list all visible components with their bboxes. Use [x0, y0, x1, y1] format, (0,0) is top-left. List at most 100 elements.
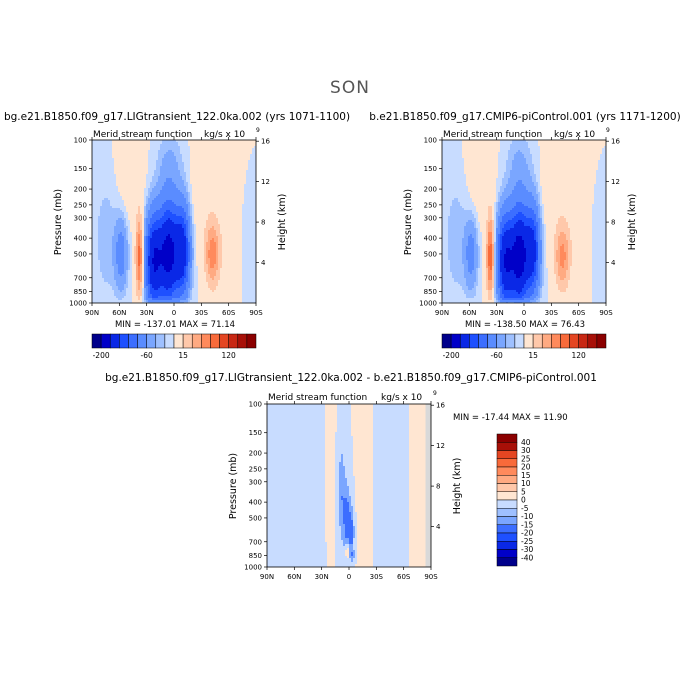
field-pixel: [248, 232, 251, 235]
field-pixel: [206, 182, 209, 185]
field-pixel: [102, 238, 105, 241]
field-pixel: [226, 178, 229, 181]
field-pixel: [96, 254, 99, 257]
field-pixel: [208, 238, 211, 241]
field-pixel: [160, 258, 163, 261]
field-pixel: [158, 214, 161, 217]
field-pixel: [150, 196, 153, 199]
field-pixel: [148, 182, 151, 185]
field-pixel: [92, 192, 95, 195]
field-pixel: [130, 184, 133, 187]
field-pixel: [228, 226, 231, 229]
field-pixel: [170, 184, 173, 187]
field-pixel: [104, 206, 107, 209]
field-pixel: [230, 236, 233, 239]
field-pixel: [112, 194, 115, 197]
field-pixel: [176, 186, 179, 189]
field-pixel: [128, 152, 131, 155]
field-pixel: [222, 196, 225, 199]
field-pixel: [238, 162, 241, 165]
field-pixel: [248, 254, 251, 257]
field-pixel: [114, 184, 117, 187]
field-pixel: [204, 222, 207, 225]
field-pixel: [238, 184, 241, 187]
field-pixel: [138, 248, 141, 251]
field-pixel: [182, 162, 185, 165]
field-pixel: [250, 170, 253, 173]
field-pixel: [164, 192, 167, 195]
field-pixel: [192, 260, 195, 263]
field-pixel: [98, 198, 101, 201]
field-pixel: [252, 190, 255, 193]
field-pixel: [98, 180, 101, 183]
field-pixel: [116, 252, 119, 255]
field-pixel: [182, 252, 185, 255]
field-pixel: [232, 160, 235, 163]
field-pixel: [102, 212, 105, 215]
field-pixel: [148, 230, 151, 233]
field-pixel: [244, 212, 247, 215]
field-pixel: [94, 232, 97, 235]
field-pixel: [232, 206, 235, 209]
field-pixel: [220, 160, 223, 163]
field-pixel: [184, 182, 187, 185]
field-pixel: [170, 250, 173, 253]
field-pixel: [238, 218, 241, 221]
field-pixel: [154, 210, 157, 213]
field-pixel: [214, 242, 217, 245]
field-pixel: [152, 172, 155, 175]
field-pixel: [202, 258, 205, 261]
field-pixel: [160, 212, 163, 215]
field-pixel: [126, 160, 129, 163]
field-pixel: [132, 260, 135, 263]
field-pixel: [204, 146, 207, 149]
field-pixel: [190, 198, 193, 201]
field-pixel: [124, 172, 127, 175]
field-pixel: [122, 180, 125, 183]
field-pixel: [170, 166, 173, 169]
field-pixel: [94, 168, 97, 171]
field-pixel: [250, 188, 253, 191]
field-pixel: [174, 162, 177, 165]
field-pixel: [174, 240, 177, 243]
field-pixel: [244, 222, 247, 225]
field-pixel: [152, 180, 155, 183]
field-pixel: [110, 144, 113, 147]
field-pixel: [134, 240, 137, 243]
field-pixel: [170, 192, 173, 195]
field-pixel: [170, 198, 173, 201]
field-pixel: [228, 246, 231, 249]
field-pixel: [174, 238, 177, 241]
field-pixel: [224, 232, 227, 235]
field-pixel: [174, 146, 177, 149]
field-pixel: [136, 152, 139, 155]
field-pixel: [232, 184, 235, 187]
field-pixel: [214, 192, 217, 195]
field-pixel: [210, 234, 213, 237]
field-pixel: [214, 238, 217, 241]
field-pixel: [192, 180, 195, 183]
field-pixel: [142, 142, 145, 145]
field-pixel: [104, 194, 107, 197]
field-pixel: [238, 240, 241, 243]
field-pixel: [146, 150, 149, 153]
field-pixel: [214, 240, 217, 243]
field-pixel: [226, 162, 229, 165]
field-pixel: [192, 170, 195, 173]
field-pixel: [246, 252, 249, 255]
field-pixel: [184, 208, 187, 211]
field-pixel: [182, 204, 185, 207]
field-pixel: [198, 222, 201, 225]
field-pixel: [162, 256, 165, 259]
field-pixel: [214, 196, 217, 199]
field-pixel: [240, 198, 243, 201]
field-pixel: [136, 224, 139, 227]
field-pixel: [116, 166, 119, 169]
field-pixel: [152, 140, 155, 143]
field-pixel: [216, 204, 219, 207]
field-pixel: [204, 164, 207, 167]
field-pixel: [246, 190, 249, 193]
field-pixel: [152, 210, 155, 213]
field-pixel: [158, 244, 161, 247]
field-pixel: [160, 174, 163, 177]
